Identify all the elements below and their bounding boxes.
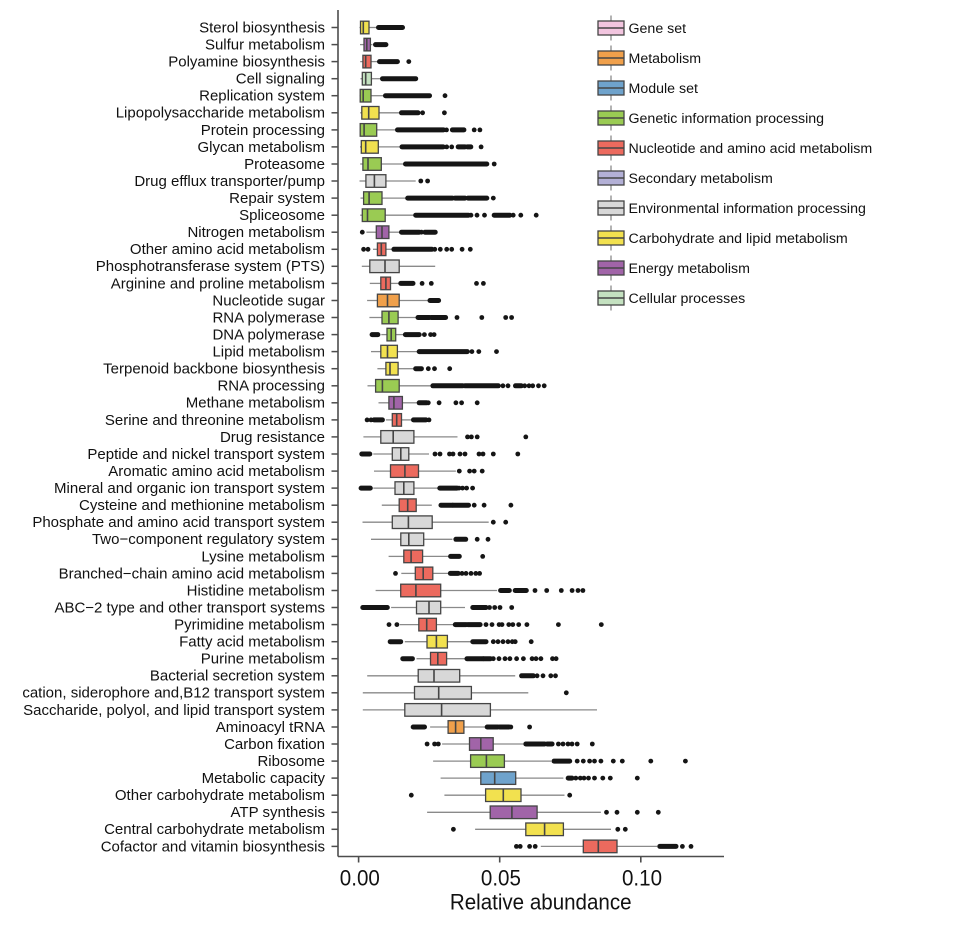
svg-text:ABC−2 type and other transport: ABC−2 type and other transport systems [54,599,325,616]
svg-text:Drug efflux transporter/pump: Drug efflux transporter/pump [134,173,325,190]
svg-text:0.00: 0.00 [340,864,380,890]
svg-text:Aromatic amino acid metabolism: Aromatic amino acid metabolism [108,463,325,480]
svg-text:Two−component regulatory syste: Two−component regulatory system [92,531,325,548]
svg-text:Sterol biosynthesis: Sterol biosynthesis [199,19,325,36]
svg-text:cation, siderophore and,B12 tr: cation, siderophore and,B12 transport sy… [22,685,325,702]
svg-text:Peptide and nickel transport s: Peptide and nickel transport system [87,446,325,463]
svg-text:Glycan metabolism: Glycan metabolism [197,139,325,156]
svg-text:Methane metabolism: Methane metabolism [186,395,325,412]
svg-text:Sulfur metabolism: Sulfur metabolism [205,37,325,54]
svg-text:Nitrogen metabolism: Nitrogen metabolism [187,224,325,241]
svg-text:Cell signaling: Cell signaling [236,71,325,88]
svg-text:Relative abundance: Relative abundance [450,889,632,915]
svg-text:Branched−chain amino acid meta: Branched−chain amino acid metabolism [59,565,325,582]
svg-text:Repair system: Repair system [229,190,325,207]
svg-text:Cysteine and methionine metabo: Cysteine and methionine metabolism [79,497,325,514]
svg-text:Proteasome: Proteasome [244,156,325,173]
svg-text:Fatty acid metabolism: Fatty acid metabolism [179,634,325,651]
svg-text:Serine and threonine metabolis: Serine and threonine metabolism [105,412,325,429]
svg-text:0.05: 0.05 [481,864,521,890]
svg-text:Mineral and organic ion transp: Mineral and organic ion transport system [54,480,325,497]
svg-text:ATP synthesis: ATP synthesis [231,804,325,821]
svg-text:Carbon fixation: Carbon fixation [224,736,325,753]
svg-text:Spliceosome: Spliceosome [239,207,325,224]
svg-text:Module set: Module set [629,81,698,97]
svg-text:Bacterial secretion system: Bacterial secretion system [150,668,325,685]
svg-text:Nucleotide sugar: Nucleotide sugar [212,292,325,309]
svg-text:Central carbohydrate metabolis: Central carbohydrate metabolism [104,821,325,838]
svg-text:Other amino acid metabolism: Other amino acid metabolism [130,241,325,258]
svg-text:Metabolic capacity: Metabolic capacity [202,770,326,787]
svg-text:Polyamine biosynthesis: Polyamine biosynthesis [168,54,325,71]
svg-text:Replication system: Replication system [199,88,325,105]
svg-text:Cofactor and vitamin biosynthe: Cofactor and vitamin biosynthesis [101,838,325,855]
svg-text:Gene set: Gene set [629,21,687,37]
svg-text:Environmental information proc: Environmental information processing [629,201,866,217]
svg-text:Cellular processes: Cellular processes [629,291,746,307]
svg-text:Metabolism: Metabolism [629,51,702,67]
svg-text:Phosphotransferase system (PTS: Phosphotransferase system (PTS) [96,258,325,275]
svg-text:Genetic information processing: Genetic information processing [629,111,825,127]
svg-text:Terpenoid backbone biosynthesi: Terpenoid backbone biosynthesis [103,361,325,378]
svg-text:Other carbohydrate metabolism: Other carbohydrate metabolism [115,787,325,804]
svg-text:Purine metabolism: Purine metabolism [201,651,325,668]
svg-text:DNA polymerase: DNA polymerase [212,327,325,344]
svg-text:Lipopolysaccharide metabolism: Lipopolysaccharide metabolism [116,105,325,122]
svg-text:Arginine and proline metabolis: Arginine and proline metabolism [111,275,325,292]
svg-text:RNA polymerase: RNA polymerase [212,309,325,326]
svg-text:0.10: 0.10 [622,864,662,890]
svg-text:Phosphate and amino acid trans: Phosphate and amino acid transport syste… [32,514,325,531]
svg-text:Pyrimidine metabolism: Pyrimidine metabolism [174,617,325,634]
svg-text:Lipid metabolism: Lipid metabolism [212,344,325,361]
svg-text:Histidine metabolism: Histidine metabolism [187,582,325,599]
svg-text:Aminoacyl tRNA: Aminoacyl tRNA [216,719,325,736]
svg-text:Carbohydrate and lipid metabol: Carbohydrate and lipid metabolism [629,231,848,247]
svg-text:RNA processing: RNA processing [217,378,325,395]
svg-text:Lysine metabolism: Lysine metabolism [201,548,325,565]
svg-text:Protein processing: Protein processing [201,122,325,139]
svg-text:Drug resistance: Drug resistance [220,429,325,446]
svg-text:Nucleotide and amino acid meta: Nucleotide and amino acid metabolism [629,141,873,157]
svg-text:Ribosome: Ribosome [257,753,325,770]
svg-text:Saccharide, polyol, and lipid: Saccharide, polyol, and lipid transport … [23,702,325,719]
svg-text:Secondary metabolism: Secondary metabolism [629,171,773,187]
svg-text:Energy metabolism: Energy metabolism [629,261,750,277]
